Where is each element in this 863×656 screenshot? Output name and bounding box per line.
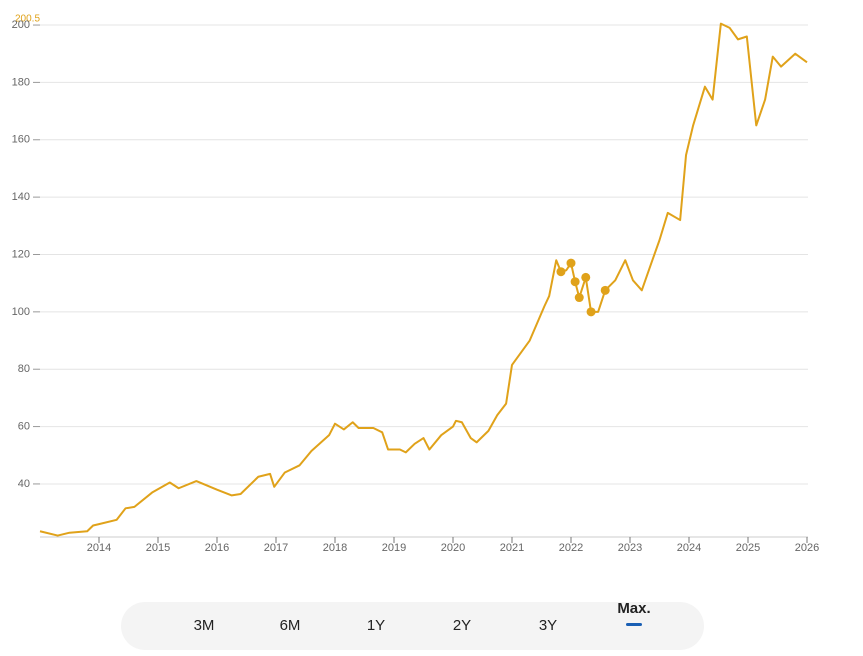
- range-button[interactable]: 2Y: [452, 617, 472, 634]
- range-button[interactable]: 6M: [279, 617, 301, 634]
- x-tick-label: 2021: [500, 542, 524, 554]
- y-tick-label: 180: [12, 76, 30, 88]
- x-tick-label: 2022: [559, 542, 583, 554]
- x-tick-label: 2026: [795, 542, 819, 554]
- y-tick-label: 80: [18, 363, 30, 375]
- y-tick-label: 140: [12, 191, 30, 203]
- y-tick-label: 200: [12, 19, 30, 31]
- x-tick-label: 2019: [382, 542, 406, 554]
- event-marker: [556, 267, 566, 277]
- x-tick-label: 2023: [618, 542, 642, 554]
- x-tick-label: 2015: [146, 542, 170, 554]
- range-button[interactable]: 1Y: [366, 617, 386, 634]
- range-button[interactable]: Max.: [591, 601, 677, 626]
- x-tick-label: 2024: [677, 542, 701, 554]
- x-tick-label: 2025: [736, 542, 760, 554]
- event-marker: [566, 258, 576, 268]
- x-tick-label: 2016: [205, 542, 229, 554]
- event-marker: [600, 285, 610, 295]
- y-tick-label: 120: [12, 248, 30, 260]
- event-marker: [574, 293, 584, 303]
- price-line: [39, 22, 808, 537]
- x-tick-label: 2017: [264, 542, 288, 554]
- x-tick-label: 2014: [87, 542, 111, 554]
- y-tick-label: 40: [18, 478, 30, 490]
- event-marker: [570, 277, 580, 287]
- range-button[interactable]: 3Y: [538, 617, 558, 634]
- event-marker: [586, 307, 596, 317]
- y-tick-label: 60: [18, 420, 30, 432]
- event-marker: [581, 272, 591, 282]
- range-selector: 3M 6M 1Y 2Y 3Y Max.: [121, 601, 704, 650]
- x-tick-label: 2018: [323, 542, 347, 554]
- y-tick-label: 100: [12, 306, 30, 318]
- range-button[interactable]: 3M: [193, 617, 215, 634]
- chart: 200.5 40 60 80 100 120 140 160 180 200 2014 2015 20…: [12, 14, 820, 554]
- max-annotation: 200.5: [15, 14, 40, 25]
- y-tick-label: 160: [12, 134, 30, 146]
- x-tick-label: 2020: [441, 542, 465, 554]
